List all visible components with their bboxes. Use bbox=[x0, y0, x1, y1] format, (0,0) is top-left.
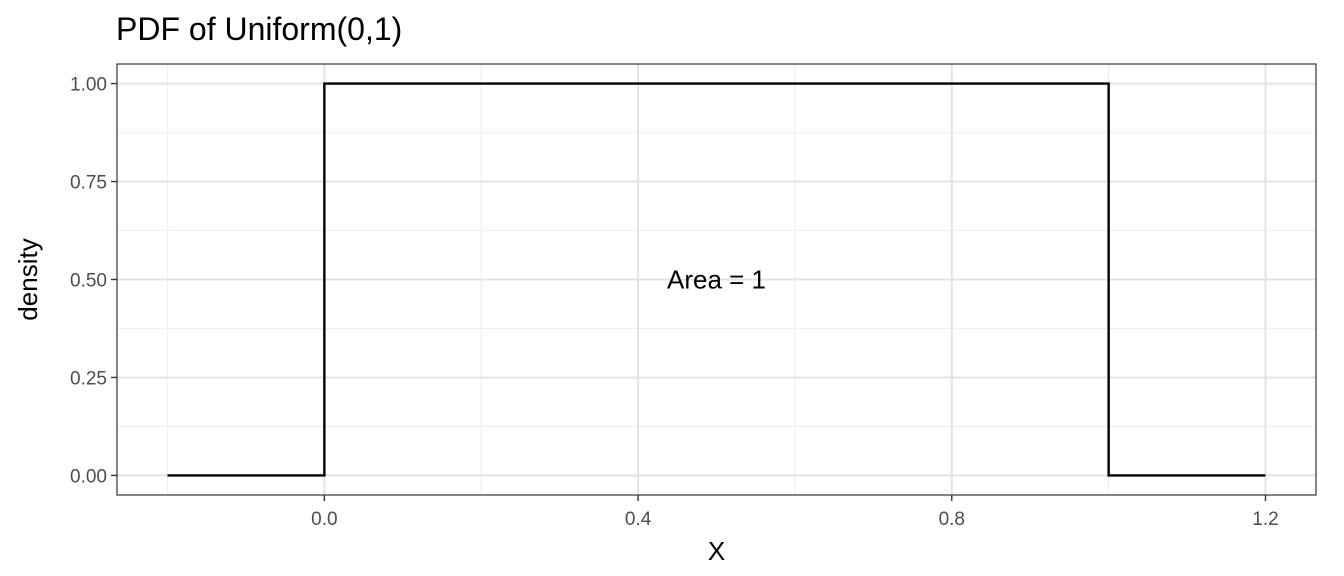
y-tick-label: 0.25 bbox=[70, 368, 107, 389]
x-tick-label: 0.0 bbox=[311, 509, 337, 530]
axis-layer: 0.0 0.4 0.8 1.2 0.00 0.25 0.50 0.75 1.00 bbox=[70, 75, 1279, 530]
x-tick-label: 0.4 bbox=[625, 509, 652, 530]
x-tick-label: 1.2 bbox=[1252, 509, 1278, 530]
y-tick-label: 0.75 bbox=[70, 173, 107, 194]
x-axis-title: X bbox=[708, 536, 725, 566]
annotation-layer: Area = 1 bbox=[667, 265, 766, 295]
chart-title: PDF of Uniform(0,1) bbox=[116, 11, 402, 47]
series-layer bbox=[167, 82, 1266, 477]
x-tick-label: 0.8 bbox=[939, 509, 965, 530]
y-tick-label: 0.00 bbox=[70, 466, 107, 487]
area-annotation: Area = 1 bbox=[667, 265, 766, 295]
y-axis-title: density bbox=[13, 238, 43, 320]
y-tick-label: 0.50 bbox=[70, 271, 107, 292]
y-tick-label: 1.00 bbox=[70, 75, 107, 96]
density-line bbox=[167, 82, 1266, 477]
